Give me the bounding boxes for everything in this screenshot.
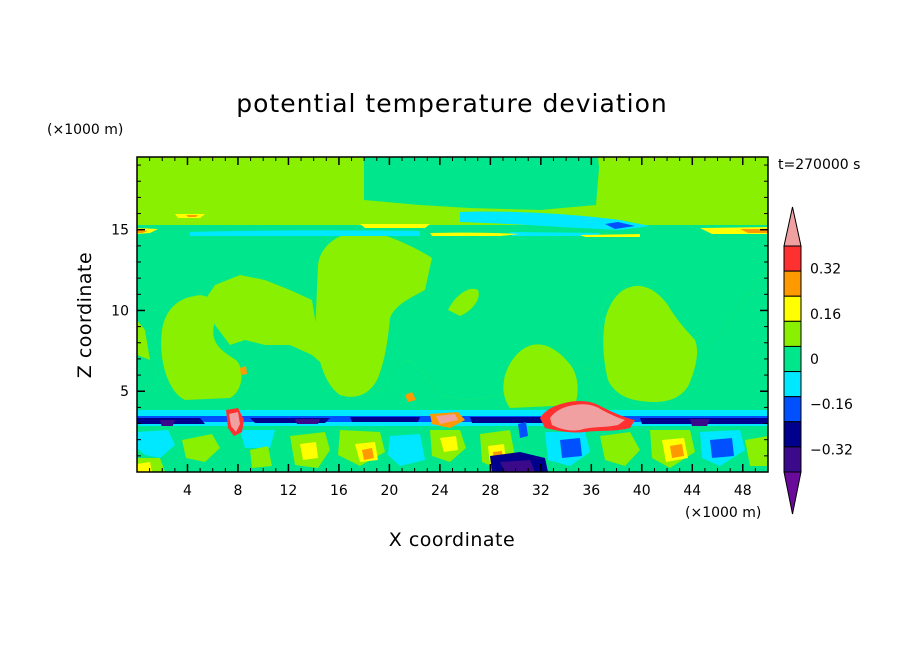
contour-field: [137, 157, 768, 472]
x-tick-label: 4: [183, 483, 192, 499]
contour-upper-layer: [137, 211, 768, 237]
x-axis: 4 8 12 16 20 24 28 32 36 40 44 48: [149, 157, 756, 499]
x-tick-label: 20: [380, 483, 398, 499]
colorbar-swatch: [783, 396, 802, 423]
colorbar-label: 0.32: [810, 262, 841, 278]
contour-warm-anomalies: [226, 366, 635, 438]
chart-title: potential temperature deviation: [236, 89, 667, 118]
colorbar-extend-bottom: [783, 471, 802, 515]
colorbar-label: −0.32: [810, 442, 853, 458]
x-tick-label: 8: [233, 483, 242, 499]
colorbar-label: 0.16: [810, 307, 841, 323]
time-label: t=270000 s: [778, 157, 860, 173]
colorbar-swatch: [783, 446, 802, 473]
colorbar-swatch: [783, 421, 802, 448]
y-tick-label: 5: [120, 384, 129, 400]
y-unit-label: (×1000 m): [47, 122, 123, 138]
colorbar-swatch: [783, 320, 802, 347]
y-axis-label: Z coordinate: [74, 252, 96, 378]
x-axis-label: X coordinate: [389, 529, 515, 551]
x-unit-label: (×1000 m): [685, 505, 761, 521]
colorbar-label: −0.16: [810, 397, 853, 413]
colorbar-swatch: [783, 270, 802, 297]
y-tick-label: 10: [111, 303, 129, 319]
x-tick-label: 48: [734, 483, 752, 499]
x-tick-label: 40: [633, 483, 651, 499]
x-tick-label: 24: [431, 483, 449, 499]
colorbar-swatch: [783, 345, 802, 373]
x-tick-label: 16: [330, 483, 348, 499]
colorbar-swatch: [783, 371, 802, 398]
colorbar-extend-top: [783, 206, 802, 247]
y-axis: 5 10 15: [111, 164, 768, 457]
x-tick-label: 36: [582, 483, 600, 499]
contour-surface-turbulence: [137, 426, 768, 472]
colorbar-swatch: [783, 295, 802, 322]
x-tick-label: 12: [280, 483, 298, 499]
colorbar: 0.32 0.16 0 −0.16 −0.32: [783, 206, 853, 515]
colorbar-label: 0: [810, 352, 819, 368]
y-tick-label: 15: [111, 223, 129, 239]
colorbar-swatch: [783, 245, 802, 272]
x-tick-label: 32: [532, 483, 550, 499]
contour-positive-weak: [161, 157, 768, 408]
x-tick-label: 44: [683, 483, 701, 499]
x-tick-label: 28: [481, 483, 499, 499]
